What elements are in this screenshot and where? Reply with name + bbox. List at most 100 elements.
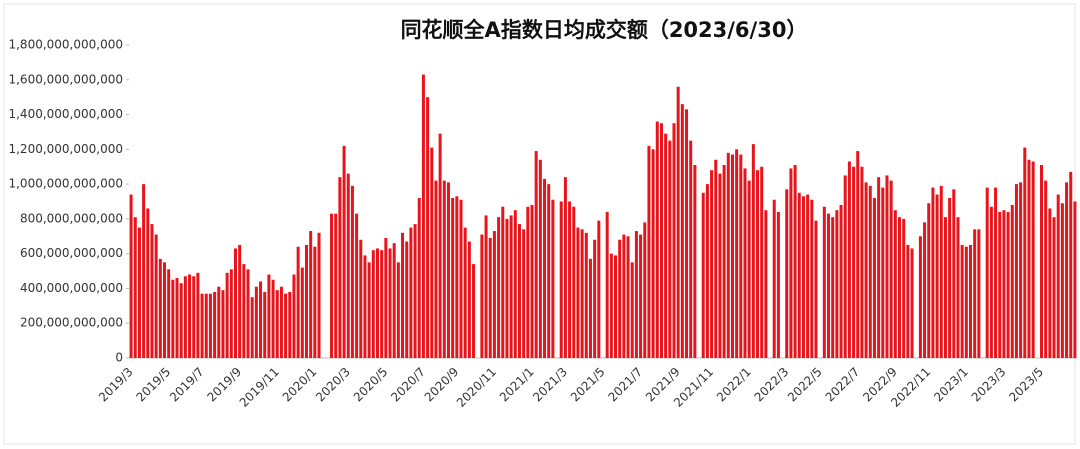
bar (200, 293, 204, 358)
bar (417, 198, 421, 358)
bar (939, 185, 943, 358)
bar (998, 211, 1002, 358)
x-tick-label: 2019/3 (96, 365, 136, 405)
bar (446, 182, 450, 358)
bar (167, 269, 171, 358)
bar (760, 166, 764, 358)
bar (655, 121, 659, 358)
bar (964, 246, 968, 358)
bar (1014, 184, 1018, 358)
bar (960, 244, 964, 358)
bar (1023, 147, 1027, 358)
bar (835, 210, 839, 358)
x-tick-label: 2020/7 (388, 365, 428, 405)
bar (409, 227, 413, 358)
bar (977, 229, 981, 358)
bar (179, 283, 183, 358)
bar (334, 213, 338, 358)
bar (246, 269, 250, 358)
bar (267, 274, 271, 358)
bar (593, 239, 597, 358)
bar (367, 262, 371, 358)
bar (868, 185, 872, 358)
bar (405, 241, 409, 358)
y-tick-label: 400,000,000,000 (20, 281, 123, 295)
bar (989, 206, 993, 358)
bar (860, 166, 864, 358)
x-tick-label: 2023/1 (931, 365, 971, 405)
bar (346, 173, 350, 358)
bar (522, 229, 526, 358)
bar (355, 213, 359, 358)
bar (413, 224, 417, 358)
chart-title: 同花顺全A指数日均成交额（2023/6/30） (401, 18, 808, 42)
bar (948, 198, 952, 358)
bar (973, 229, 977, 358)
bar (743, 168, 747, 358)
bar (910, 248, 914, 358)
bar (584, 232, 588, 358)
bar (271, 279, 275, 358)
bar (881, 187, 885, 358)
bar (492, 231, 496, 358)
bar (1019, 182, 1023, 358)
bar (313, 246, 317, 358)
bar (534, 151, 538, 358)
y-tick-label: 1,400,000,000,000 (8, 107, 123, 121)
x-tick-label: 2022/1 (714, 365, 754, 405)
bar (150, 224, 154, 358)
bar (902, 218, 906, 358)
bar (664, 133, 668, 358)
bar (426, 97, 430, 359)
bar (229, 269, 233, 358)
x-tick-label: 2021/3 (530, 365, 570, 405)
bar (994, 187, 998, 358)
bar (204, 293, 208, 358)
bar (985, 187, 989, 358)
bar (538, 159, 542, 358)
bar (969, 244, 973, 358)
bar (296, 246, 300, 358)
bar (342, 145, 346, 358)
bar (701, 192, 705, 358)
bar (1069, 171, 1073, 358)
bar (893, 210, 897, 358)
bar (856, 151, 860, 358)
y-tick-label: 1,600,000,000,000 (8, 72, 123, 86)
bar (250, 297, 254, 358)
y-tick-label: 600,000,000,000 (20, 246, 123, 260)
bar (509, 215, 513, 358)
bar (338, 177, 342, 358)
bar (756, 170, 760, 358)
bar (129, 194, 133, 358)
bar (789, 168, 793, 358)
bar (680, 104, 684, 358)
x-tick-label: 2020/1 (280, 365, 320, 405)
bar (618, 239, 622, 358)
bar (889, 180, 893, 358)
bar (827, 213, 831, 358)
bar (576, 227, 580, 358)
bar (401, 232, 405, 358)
bar (814, 220, 818, 358)
x-tick-label: 2023/3 (969, 365, 1009, 405)
bar (451, 198, 455, 358)
bar (626, 236, 630, 358)
bar (530, 204, 534, 358)
bar (442, 180, 446, 358)
bar (776, 211, 780, 358)
bar (547, 184, 551, 358)
bar (568, 201, 572, 358)
bar (375, 248, 379, 358)
bar (434, 180, 438, 358)
bar (551, 199, 555, 358)
bar (864, 182, 868, 358)
bar (927, 203, 931, 358)
bar (501, 206, 505, 358)
bar (384, 238, 388, 358)
bar (751, 144, 755, 358)
bar (1044, 180, 1048, 358)
bar (739, 154, 743, 358)
bar (1052, 217, 1056, 358)
